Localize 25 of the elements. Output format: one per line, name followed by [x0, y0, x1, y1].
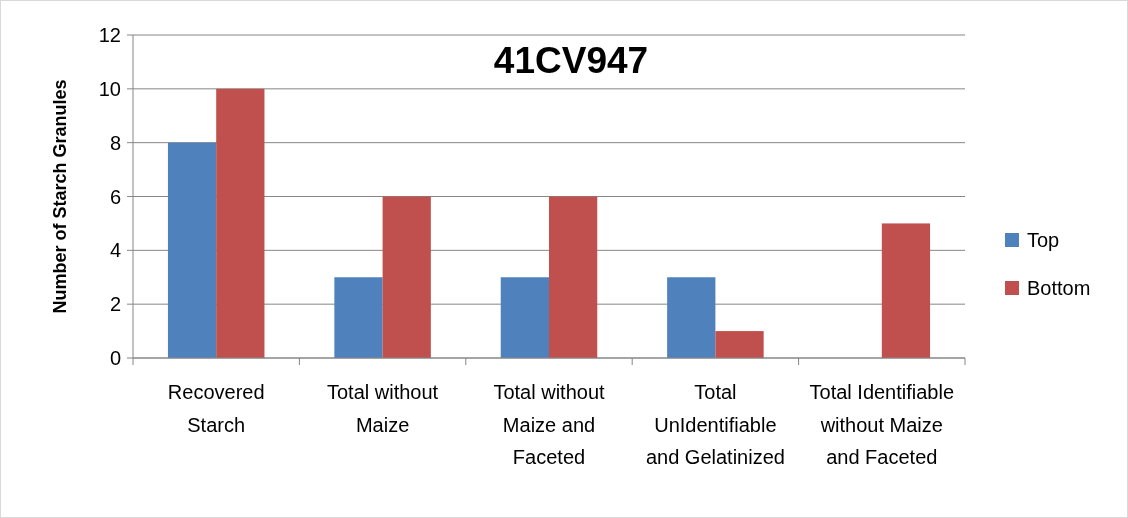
bar — [715, 331, 764, 358]
x-tick-label: Total Identifiable without Maize and Faceted — [809, 381, 955, 468]
bar — [334, 277, 383, 358]
y-tick-label: 4 — [109, 239, 121, 262]
bar — [216, 88, 265, 358]
y-tick-label: 0 — [109, 347, 121, 369]
y-tick-label: 8 — [109, 131, 121, 154]
y-tick-label: 2 — [109, 293, 121, 316]
y-tick-label: 6 — [109, 185, 121, 208]
x-tick-label: Recovered Starch — [167, 381, 265, 436]
chart-title: 41CV947 — [493, 40, 649, 81]
bar — [549, 196, 598, 358]
legend-label: Bottom — [1027, 277, 1091, 299]
y-tick-label: 12 — [98, 24, 121, 46]
x-tick-label: Total without Maize — [327, 381, 439, 436]
bar — [167, 142, 217, 358]
y-axis-title: Number of Starch Granules — [50, 79, 70, 314]
legend-label: Top — [1027, 229, 1060, 251]
bar — [382, 196, 431, 358]
bar — [667, 277, 716, 358]
x-tick-label: Total UnIdentifiable and Gelatinized — [645, 381, 785, 468]
bar — [500, 277, 549, 358]
bar — [881, 223, 931, 358]
y-tick-label: 10 — [98, 77, 121, 100]
x-tick-label: Total without Maize and Faceted — [493, 381, 606, 468]
